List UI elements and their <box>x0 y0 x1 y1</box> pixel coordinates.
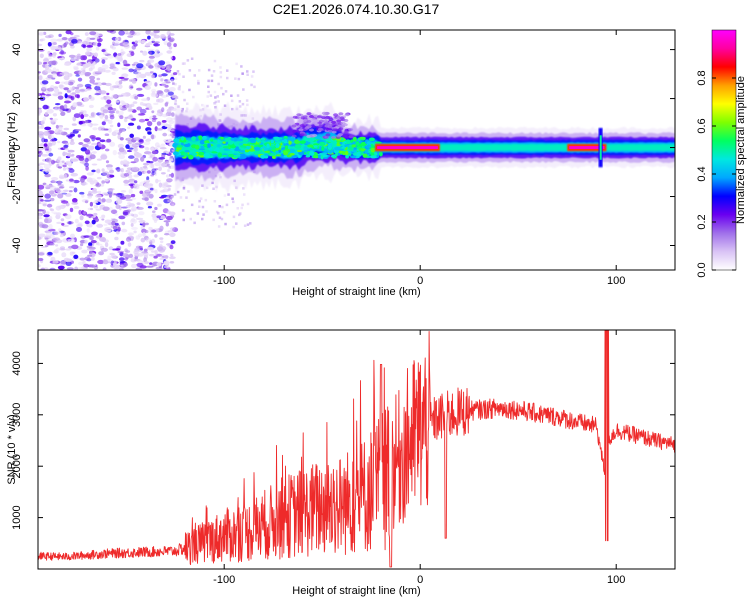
snr-y-axis-title: SNR (10 * v/v) <box>6 414 18 484</box>
spectrogram-noise-region <box>38 30 256 270</box>
colorbar-tick-label: 0.2 <box>696 214 708 229</box>
spectrogram-signal-band <box>172 100 675 195</box>
colorbar-gradient <box>711 29 737 271</box>
snr-y-tick-label: 2000 <box>11 454 23 478</box>
snr-x-tick-label: 100 <box>607 574 625 586</box>
spectrogram-y-ticks: -40 -20 0 20 40 <box>11 43 675 253</box>
spectrogram-x-tick-label: 100 <box>607 275 625 287</box>
snr-x-tick-label: -100 <box>213 574 235 586</box>
spectrogram-y-axis-title: Frequency (Hz) <box>6 112 18 188</box>
spectrogram-y-tick-label: -40 <box>11 238 23 254</box>
spectrogram-y-tick-label: -20 <box>11 189 23 205</box>
spectrogram-x-axis-title: Height of straight line (km) <box>292 286 420 298</box>
spectrogram-x-ticks: -100 0 100 <box>213 30 625 287</box>
colorbar-title: Normalized spectral amplitude <box>735 76 747 224</box>
snr-y-tick-label: 1000 <box>11 505 23 529</box>
colorbar-ticks: 0.0 0.2 0.4 0.6 0.8 <box>696 70 736 278</box>
colorbar-tick-label: 0.4 <box>696 166 708 181</box>
snr-series-line <box>38 330 675 568</box>
figure-title: C2E1.2026.074.10.30.G17 <box>273 1 440 17</box>
spectrogram-frame <box>37 29 676 271</box>
spectrogram-y-tick-label: 40 <box>11 43 23 55</box>
snr-plot-area <box>38 330 675 569</box>
snr-x-ticks: -100 0 100 <box>213 330 625 586</box>
snr-y-tick-label: 4000 <box>11 351 23 375</box>
colorbar-tick-label: 0.0 <box>696 262 708 277</box>
snr-y-tick-label: 3000 <box>11 403 23 427</box>
spectrogram-y-tick-label: 20 <box>11 92 23 104</box>
spectrogram-panel: -100 0 100 -40 -20 0 20 40 Height of straight … <box>6 29 676 298</box>
spectrogram-y-tick-label: 0 <box>11 144 23 150</box>
colorbar: 0.0 0.2 0.4 0.6 0.8 Normalized spectral ampl… <box>696 29 747 278</box>
snr-y-ticks: 1000 2000 3000 4000 <box>11 351 675 530</box>
spectrogram-x-tick-label: 0 <box>417 275 423 287</box>
colorbar-tick-label: 0.8 <box>696 70 708 85</box>
snr-frame <box>37 329 676 570</box>
snr-x-tick-label: 0 <box>417 574 423 586</box>
snr-panel: -100 0 100 1000 2000 3000 4000 Height of stra… <box>6 329 676 597</box>
snr-x-axis-title: Height of straight line (km) <box>292 585 420 597</box>
colorbar-tick-label: 0.6 <box>696 118 708 133</box>
spectrogram-plot-area <box>38 30 675 270</box>
spectrogram-x-tick-label: -100 <box>213 275 235 287</box>
